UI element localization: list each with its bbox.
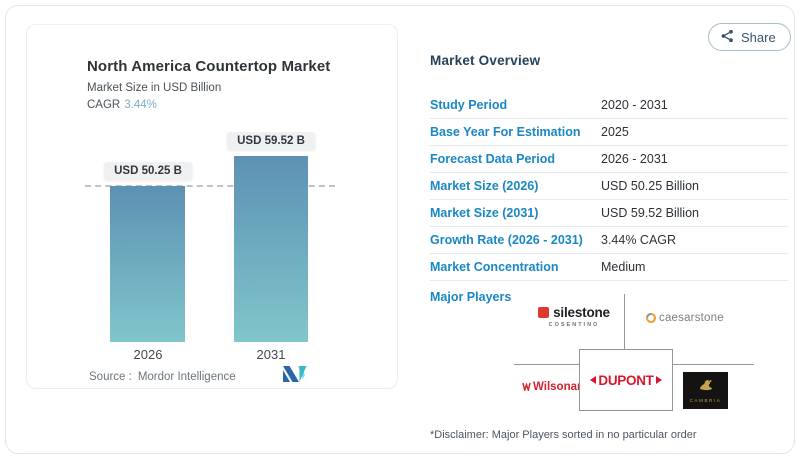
row-value: 2026 - 2031 [601, 152, 668, 166]
x-axis-label-2026: 2026 [133, 347, 163, 362]
row-value: USD 50.25 Billion [601, 179, 699, 193]
source-attribution: Source : Mordor Intelligence [89, 371, 236, 383]
table-row-market-concentration: Market Concentration Medium [430, 254, 788, 281]
row-value: 2020 - 2031 [601, 98, 668, 112]
cagr-value: 3.44% [124, 99, 157, 111]
report-card: North America Countertop Market Market S… [5, 5, 795, 454]
row-value: 2025 [601, 125, 629, 139]
wilsonart-wordmark: Wilsonart [533, 381, 586, 393]
table-row-base-year: Base Year For Estimation 2025 [430, 119, 788, 146]
mordor-intelligence-logo-icon [283, 366, 307, 387]
bar-value-label-2031: USD 59.52 B [227, 132, 315, 150]
player-logo-wilsonart[interactable]: Wilsonart [522, 378, 585, 396]
silestone-wordmark: silestone [553, 305, 610, 320]
row-value: 3.44% CAGR [601, 233, 677, 247]
caesarstone-ring-icon [643, 310, 659, 326]
table-row-market-size-2026: Market Size (2026) USD 50.25 Billion [430, 173, 788, 200]
player-logo-dupont[interactable]: DUPONT [579, 349, 673, 411]
market-overview-table: Study Period 2020 - 2031 Base Year For E… [430, 92, 788, 281]
bar-2031[interactable] [234, 156, 308, 342]
source-label: Source : [89, 371, 132, 383]
player-logo-cambria[interactable]: CAMBRIA [683, 372, 728, 409]
share-button[interactable]: Share [708, 23, 791, 51]
wilsonart-w-icon [522, 378, 531, 396]
players-tree-horizontal-line-right [673, 364, 754, 365]
bar-value-label-2026: USD 50.25 B [104, 162, 192, 180]
reference-dashed-line [85, 185, 335, 187]
table-row-market-size-2031: Market Size (2031) USD 59.52 Billion [430, 200, 788, 227]
caesarstone-wordmark: caesarstone [659, 312, 724, 324]
major-players-label: Major Players [430, 290, 512, 304]
market-size-chart-panel: North America Countertop Market Market S… [26, 24, 398, 389]
player-logo-caesarstone[interactable]: caesarstone [643, 310, 724, 326]
share-button-label: Share [741, 29, 776, 45]
source-name: Mordor Intelligence [137, 371, 236, 383]
chart-subtitle: Market Size in USD Billion [87, 82, 222, 94]
dupont-wordmark: DUPONT [598, 372, 654, 388]
row-value: USD 59.52 Billion [601, 206, 699, 220]
table-row-forecast-period: Forecast Data Period 2026 - 2031 [430, 146, 788, 173]
row-label: Market Concentration [430, 260, 559, 274]
row-label: Base Year For Estimation [430, 125, 581, 139]
row-label: Market Size (2026) [430, 179, 539, 193]
silestone-square-icon [538, 307, 550, 318]
bar-2026[interactable] [110, 186, 185, 342]
players-tree-vertical-line [624, 294, 625, 349]
cagr-label: CAGR [87, 99, 121, 111]
table-row-growth-rate: Growth Rate (2026 - 2031) 3.44% CAGR [430, 227, 788, 254]
dupont-left-bracket-icon [590, 376, 597, 384]
table-row-study-period: Study Period 2020 - 2031 [430, 92, 788, 119]
row-label: Growth Rate (2026 - 2031) [430, 233, 583, 247]
overview-heading: Market Overview [430, 53, 541, 68]
cambria-wordmark: CAMBRIA [689, 398, 722, 403]
row-label: Market Size (2031) [430, 206, 539, 220]
players-tree-horizontal-line-left [514, 364, 579, 365]
disclaimer-text: *Disclaimer: Major Players sorted in no … [430, 429, 697, 441]
chart-title: North America Countertop Market [87, 58, 331, 75]
dupont-right-bracket-icon [655, 376, 662, 384]
row-label: Study Period [430, 98, 508, 112]
cosentino-wordmark: COSENTINO [548, 322, 600, 328]
row-label: Forecast Data Period [430, 152, 556, 166]
player-logo-silestone[interactable]: silestone COSENTINO [521, 305, 627, 328]
share-icon [720, 29, 735, 46]
cagr-line: CAGR 3.44% [87, 99, 157, 111]
row-value: Medium [601, 260, 646, 274]
cambria-dragon-icon [698, 378, 714, 396]
x-axis-label-2031: 2031 [256, 347, 286, 362]
